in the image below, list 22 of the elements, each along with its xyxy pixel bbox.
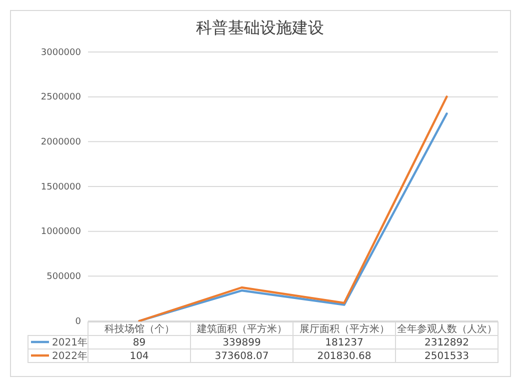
x-tick-label: 建筑面积（平方米） [196, 323, 287, 335]
x-tick-label: 科技场馆（个） [104, 323, 174, 335]
data-label: 2501533 [424, 351, 470, 362]
data-label: 201830.68 [317, 351, 372, 362]
y-tick-label: 2500000 [40, 92, 82, 103]
x-tick-label: 全年参观人数（人次） [396, 323, 497, 335]
y-tick-label: 0 [75, 316, 82, 327]
chart-title: 科普基础设施建设 [196, 18, 324, 37]
data-label: 2312892 [424, 338, 470, 348]
legend-label: 2021年 [52, 336, 88, 348]
y-tick-label: 3000000 [40, 48, 82, 58]
data-label: 373608.07 [214, 351, 269, 362]
data-label: 104 [130, 351, 149, 362]
y-tick-label: 1500000 [40, 182, 82, 192]
data-label: 89 [132, 338, 146, 348]
data-label: 181237 [325, 338, 364, 348]
data-label: 339899 [222, 338, 261, 348]
legend-label: 2022年 [52, 350, 88, 362]
x-tick-label: 展厅面积（平方米） [299, 323, 390, 335]
y-tick-label: 1000000 [40, 227, 82, 238]
y-tick-label: 2000000 [40, 138, 82, 148]
y-tick-label: 500000 [46, 272, 82, 282]
